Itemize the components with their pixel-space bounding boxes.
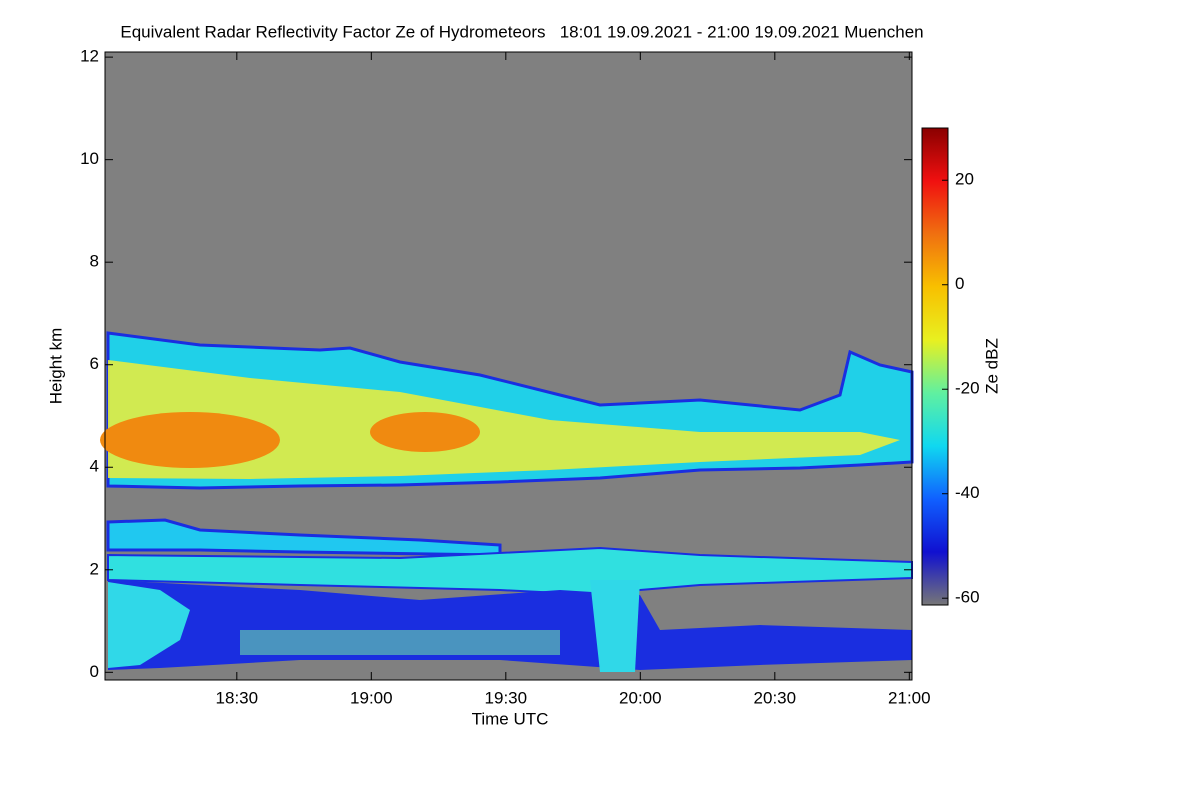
colorbar-tick-label: -20 — [955, 379, 980, 398]
x-tick-label: 20:00 — [619, 688, 662, 707]
colorbar-tick-label: 20 — [955, 170, 974, 189]
x-tick-label: 19:30 — [485, 688, 528, 707]
y-tick-label: 8 — [90, 252, 99, 271]
x-tick-label: 21:00 — [888, 688, 931, 707]
echo-region — [108, 582, 190, 668]
colorbar-label: Ze dBZ — [982, 338, 1001, 394]
y-tick-label: 0 — [90, 662, 99, 681]
y-tick-label: 10 — [80, 149, 99, 168]
x-axis-label: Time UTC — [472, 709, 549, 728]
plot-frame — [104, 51, 913, 681]
x-tick-label: 20:30 — [754, 688, 797, 707]
echo-core — [100, 412, 280, 468]
y-tick-label: 2 — [90, 559, 99, 578]
echo-region — [590, 580, 640, 672]
field — [100, 52, 914, 680]
echo-region — [106, 518, 502, 557]
chart-title: Equivalent Radar Reflectivity Factor Ze … — [120, 22, 923, 41]
colorbar-tick-label: 0 — [955, 274, 964, 293]
colorbar — [921, 127, 949, 606]
colorbar-tick-label: -60 — [955, 588, 980, 607]
echo-region — [108, 360, 900, 479]
y-tick-label: 4 — [90, 457, 99, 476]
echo-core — [370, 412, 480, 452]
y-axis-label: Height km — [46, 328, 65, 405]
y-tick-label: 6 — [90, 354, 99, 373]
echo-region — [107, 546, 913, 597]
colorbar-tick-label: -40 — [955, 483, 980, 502]
y-tick-label: 12 — [80, 47, 99, 66]
x-tick-label: 19:00 — [350, 688, 393, 707]
x-tick-label: 18:30 — [216, 688, 259, 707]
echo-region — [240, 630, 560, 655]
